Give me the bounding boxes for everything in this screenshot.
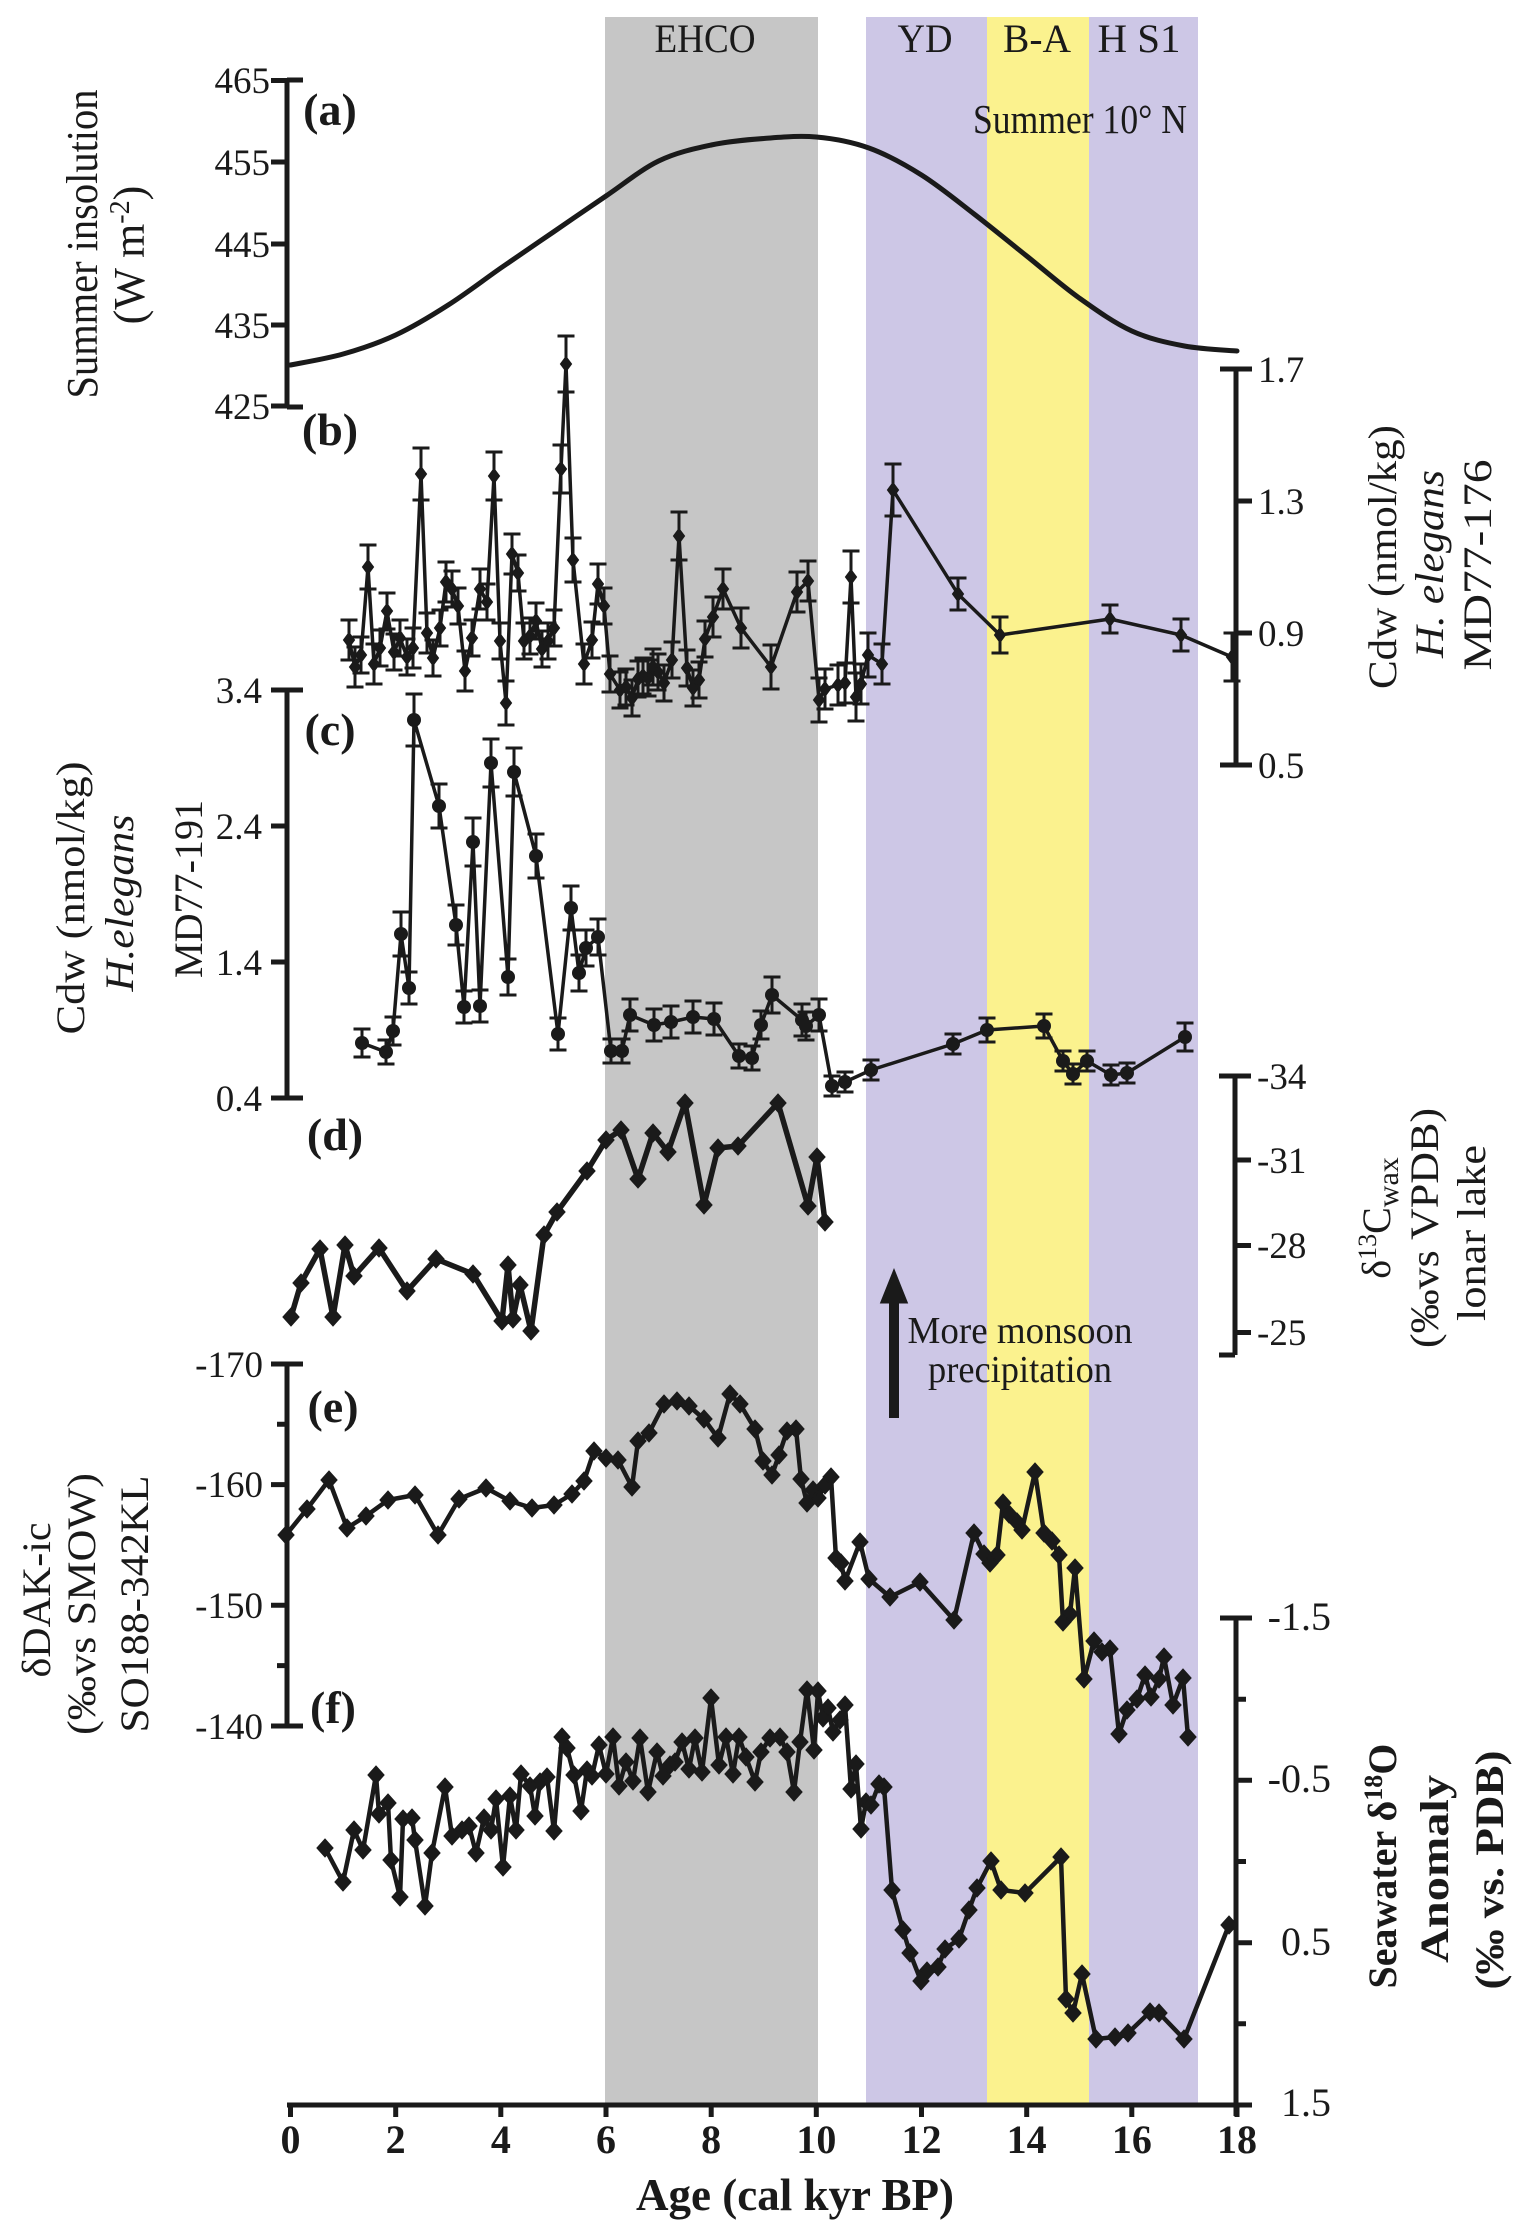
svg-text:MD77-176: MD77-176 xyxy=(1455,460,1500,671)
svg-text:425: 425 xyxy=(215,387,271,428)
svg-text:Summer 10° N: Summer 10° N xyxy=(973,96,1187,142)
svg-text:SO188-342KL: SO188-342KL xyxy=(112,1476,157,1733)
svg-text:(e): (e) xyxy=(307,1381,358,1432)
svg-text:1.5: 1.5 xyxy=(1281,2080,1331,2125)
svg-text:(b): (b) xyxy=(302,404,358,455)
svg-text:H. elegans: H. elegans xyxy=(1407,470,1452,659)
svg-text:More monsoon: More monsoon xyxy=(908,1310,1133,1352)
svg-text:455: 455 xyxy=(215,143,271,184)
svg-text:δ13Cwax: δ13Cwax xyxy=(1353,1157,1405,1279)
svg-text:(W m-2): (W m-2) xyxy=(105,186,154,325)
svg-text:8: 8 xyxy=(701,2117,721,2162)
svg-text:18: 18 xyxy=(1217,2117,1257,2162)
svg-text:precipitation: precipitation xyxy=(928,1349,1112,1391)
svg-text:Age (cal kyr BP): Age (cal kyr BP) xyxy=(636,2170,954,2220)
svg-text:12: 12 xyxy=(902,2117,942,2162)
svg-text:(‰ vs. PDB): (‰ vs. PDB) xyxy=(1467,1751,1512,1990)
svg-text:H.elegans: H.elegans xyxy=(97,815,142,993)
svg-text:-1.5: -1.5 xyxy=(1268,1594,1331,1639)
svg-text:0.4: 0.4 xyxy=(216,1079,262,1120)
svg-text:Anomaly: Anomaly xyxy=(1412,1775,1457,1963)
svg-text:-160: -160 xyxy=(195,1465,263,1506)
svg-text:435: 435 xyxy=(215,306,271,347)
svg-text:-150: -150 xyxy=(195,1586,263,1627)
svg-text:-31: -31 xyxy=(1257,1141,1306,1182)
svg-text:YD: YD xyxy=(898,16,953,61)
svg-text:(‰vs VPDB): (‰vs VPDB) xyxy=(1402,1108,1447,1348)
svg-text:(‰vs SMOW): (‰vs SMOW) xyxy=(59,1473,104,1735)
svg-text:14: 14 xyxy=(1007,2117,1047,2162)
svg-text:B-A: B-A xyxy=(1003,16,1071,61)
svg-text:4: 4 xyxy=(491,2117,511,2162)
svg-text:-25: -25 xyxy=(1257,1313,1306,1354)
svg-text:-28: -28 xyxy=(1257,1226,1306,1267)
svg-text:(a): (a) xyxy=(303,84,357,135)
svg-text:lonar lake: lonar lake xyxy=(1449,1145,1494,1321)
svg-text:465: 465 xyxy=(215,61,271,102)
svg-text:H S1: H S1 xyxy=(1098,16,1181,61)
svg-text:16: 16 xyxy=(1112,2117,1152,2162)
svg-text:-170: -170 xyxy=(195,1345,263,1386)
svg-text:(c): (c) xyxy=(304,704,355,755)
svg-text:MD77-191: MD77-191 xyxy=(166,800,211,978)
svg-text:Cdw (nmol/kg): Cdw (nmol/kg) xyxy=(48,762,93,1035)
svg-text:1.3: 1.3 xyxy=(1258,482,1304,523)
svg-text:0.5: 0.5 xyxy=(1281,1919,1331,1964)
svg-text:1.4: 1.4 xyxy=(216,943,262,984)
svg-text:-0.5: -0.5 xyxy=(1268,1756,1331,1801)
svg-text:(f): (f) xyxy=(310,1682,356,1733)
svg-text:3.4: 3.4 xyxy=(216,671,262,712)
svg-text:2: 2 xyxy=(386,2117,406,2162)
svg-text:6: 6 xyxy=(596,2117,616,2162)
svg-text:0: 0 xyxy=(281,2117,301,2162)
svg-text:EHCO: EHCO xyxy=(655,16,756,61)
svg-text:0.9: 0.9 xyxy=(1258,614,1304,655)
svg-text:10: 10 xyxy=(796,2117,836,2162)
svg-text:2.4: 2.4 xyxy=(216,807,262,848)
svg-text:1.7: 1.7 xyxy=(1258,350,1304,391)
svg-text:(d): (d) xyxy=(307,1109,363,1160)
svg-text:0.5: 0.5 xyxy=(1258,746,1304,787)
svg-text:445: 445 xyxy=(215,225,271,266)
svg-text:Cdw (nmol/kg): Cdw (nmol/kg) xyxy=(1360,425,1405,689)
svg-text:Summer insolution: Summer insolution xyxy=(58,90,107,399)
svg-text:δDAK-ic: δDAK-ic xyxy=(14,1523,59,1678)
svg-text:-140: -140 xyxy=(195,1707,263,1748)
svg-text:-34: -34 xyxy=(1257,1057,1306,1098)
